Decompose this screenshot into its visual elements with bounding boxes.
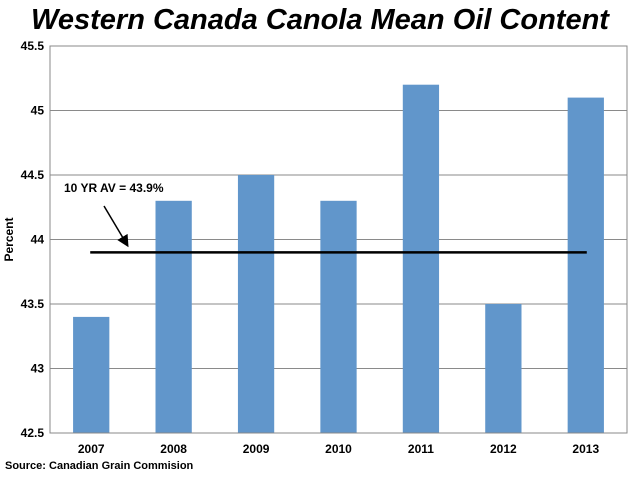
bar-2013 [567,97,604,433]
x-tick-label: 2012 [490,442,517,456]
plot-frame [49,45,628,434]
chart-title: Western Canada Canola Mean Oil Content [31,4,609,36]
y-tick-label: 45 [31,104,45,118]
y-tick-label: 44 [31,233,45,247]
y-tick-label: 43.5 [21,297,45,311]
x-tick-label: 2011 [408,442,434,456]
average-annotation-arrow [103,205,129,248]
source-note: Source: Canadian Grain Commision [5,460,194,472]
y-axis-label: Percent [2,217,16,261]
bar-2010 [320,200,357,433]
bars [73,84,604,433]
x-tick-label: 2010 [325,442,352,456]
y-tick-label: 42.5 [21,426,45,440]
x-tick-label: 2007 [78,442,105,456]
bar-2011 [402,84,440,433]
bar-2007 [73,316,110,433]
y-tick-labels: 42.5 43 43.5 44 44.5 45 45.5 [21,39,45,440]
bar-2009 [237,175,275,433]
y-tick-label: 45.5 [21,39,45,53]
average-annotation-label: 10 YR AV = 43.9% [64,181,164,195]
x-tick-label: 2013 [572,442,599,456]
x-tick-labels: 2007 2008 2009 2010 2011 2012 2013 [78,442,600,456]
y-tick-label: 43 [31,362,45,376]
x-tick-label: 2008 [160,442,187,456]
x-tick-label: 2009 [243,442,270,456]
bar-2008 [155,200,192,433]
bar-2012 [485,304,522,433]
y-tick-label: 44.5 [21,168,45,182]
